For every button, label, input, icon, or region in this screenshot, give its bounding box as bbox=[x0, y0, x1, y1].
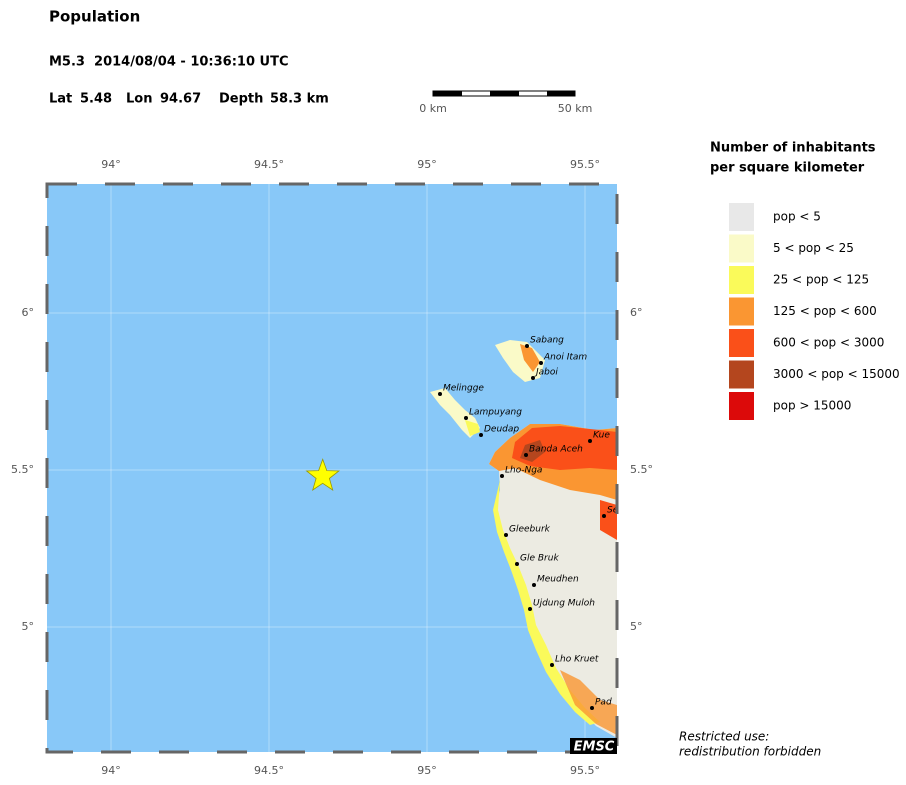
legend-label: pop < 5 bbox=[773, 210, 821, 224]
legend-label: 125 < pop < 600 bbox=[773, 304, 877, 318]
lon-tick-label: 94° bbox=[101, 764, 121, 777]
city-label: Lho-Nga bbox=[505, 466, 542, 476]
footer: Restricted use: bbox=[679, 730, 769, 744]
legend-swatch bbox=[729, 297, 754, 326]
scale-end: 50 km bbox=[558, 102, 593, 115]
lat-tick-label: 5.5° bbox=[630, 463, 653, 476]
city-dot bbox=[479, 433, 483, 437]
lon-tick-label: 94.5° bbox=[254, 158, 284, 171]
lat-tick-label: 5.5° bbox=[11, 463, 34, 476]
city-dot bbox=[532, 583, 536, 587]
legend-swatch bbox=[729, 234, 754, 263]
lon-tick-label: 94.5° bbox=[254, 764, 284, 777]
lat-tick-label: 6° bbox=[630, 306, 643, 319]
city-dot bbox=[500, 474, 504, 478]
city-dot bbox=[539, 361, 543, 365]
legend-label: pop > 15000 bbox=[773, 399, 851, 413]
logo: EMSC bbox=[574, 740, 615, 755]
land bbox=[430, 340, 617, 738]
scale-start: 0 km bbox=[419, 102, 447, 115]
city-dot bbox=[531, 376, 535, 380]
city-label: Gle Bruk bbox=[520, 554, 559, 564]
legend-title: Number of inhabitants bbox=[710, 141, 876, 156]
legend-swatch bbox=[729, 392, 754, 420]
legend-swatch bbox=[729, 329, 754, 357]
lat-tick-label: 5° bbox=[630, 620, 643, 633]
lon: 94.67 bbox=[160, 92, 201, 107]
city-label: Ujdung Muloh bbox=[533, 599, 595, 609]
city-label: Pad bbox=[595, 698, 612, 708]
title: Population bbox=[49, 8, 140, 26]
lon-tick-label: 94° bbox=[101, 158, 121, 171]
city-label: Gleeburk bbox=[509, 525, 551, 535]
lon-label: Lon bbox=[126, 92, 152, 107]
lon-tick-label: 95.5° bbox=[570, 764, 600, 777]
legend-title: per square kilometer bbox=[710, 161, 865, 176]
lat: 5.48 bbox=[80, 92, 112, 107]
lat-tick-label: 6° bbox=[22, 306, 35, 319]
city-label: Sabang bbox=[530, 336, 564, 346]
epicenter bbox=[305, 458, 341, 491]
legend-label: 3000 < pop < 15000 bbox=[773, 367, 900, 381]
map-frame bbox=[45, 182, 619, 754]
city-label: Lampuyang bbox=[469, 408, 522, 418]
city-dot bbox=[602, 514, 606, 518]
city-label: Lho Kruet bbox=[555, 655, 599, 665]
footer: redistribution forbidden bbox=[679, 745, 821, 759]
city-dot bbox=[550, 663, 554, 667]
city-dot bbox=[590, 706, 594, 710]
city-label: Kue bbox=[593, 431, 610, 441]
lon-tick-label: 95.5° bbox=[570, 158, 600, 171]
depth-label: Depth bbox=[219, 92, 263, 107]
city-dot bbox=[515, 562, 519, 566]
city-dot bbox=[588, 439, 592, 443]
city-label: Jaboi bbox=[534, 368, 558, 378]
legend-swatch bbox=[729, 203, 754, 231]
city-label: Melingge bbox=[443, 384, 484, 394]
lon-tick-label: 95° bbox=[417, 158, 437, 171]
city-dot bbox=[504, 533, 508, 537]
logo-box bbox=[570, 738, 617, 754]
lon-tick-label: 95° bbox=[417, 764, 437, 777]
city-label: Banda Aceh bbox=[529, 445, 583, 455]
city-dot bbox=[464, 416, 468, 420]
legend-swatch bbox=[729, 266, 754, 294]
depth: 58.3 km bbox=[270, 92, 329, 107]
legend-swatch bbox=[729, 360, 754, 389]
city-label: Meudhen bbox=[537, 575, 579, 585]
lat-tick-label: 5° bbox=[22, 620, 35, 633]
city-dot bbox=[528, 607, 532, 611]
city-label: Deudap bbox=[484, 425, 519, 435]
city-dot bbox=[524, 453, 528, 457]
city-dot bbox=[525, 344, 529, 348]
legend-label: 600 < pop < 3000 bbox=[773, 336, 884, 350]
legend-label: 25 < pop < 125 bbox=[773, 273, 869, 287]
city-label: Anoi Itam bbox=[543, 353, 587, 363]
city-label: Se bbox=[607, 506, 619, 516]
lat-label: Lat bbox=[49, 92, 72, 107]
scale-bar bbox=[432, 90, 576, 97]
event: M5.3 2014/08/04 - 10:36:10 UTC bbox=[49, 55, 288, 70]
legend-label: 5 < pop < 25 bbox=[773, 241, 854, 255]
city-dot bbox=[438, 392, 442, 396]
